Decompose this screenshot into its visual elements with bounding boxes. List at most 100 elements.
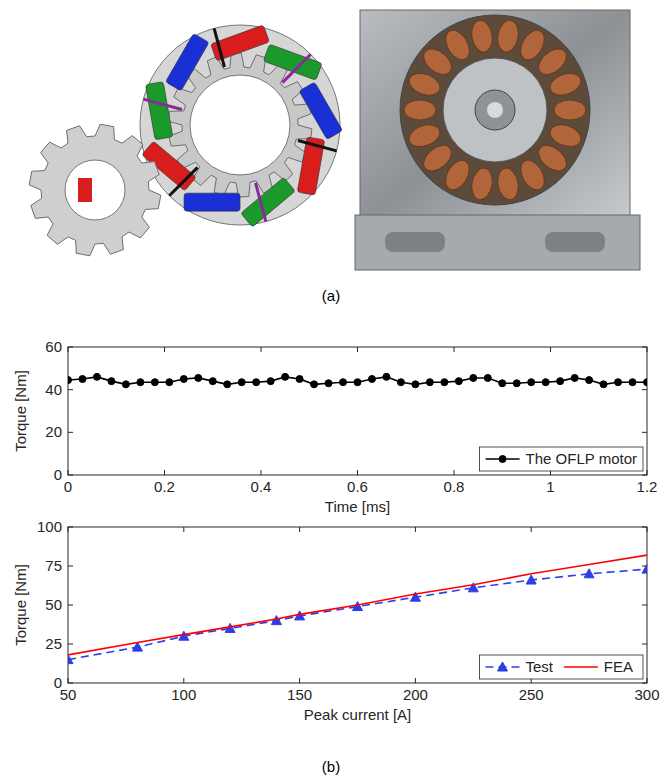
coil: [78, 178, 92, 202]
series-line: [68, 569, 647, 659]
x-tick: [261, 470, 262, 475]
figure: (a)(b)00.20.40.60.811.20204060Time [ms]T…: [0, 0, 662, 781]
data-point: [571, 374, 578, 381]
magnet: [143, 99, 182, 109]
data-point: [238, 379, 245, 386]
x-tick: [550, 347, 551, 352]
rotor-disc: [443, 58, 547, 162]
data-point: [282, 373, 289, 380]
chart: 00.20.40.60.811.20204060Time [ms]Torque …: [12, 338, 657, 515]
winding: [469, 19, 494, 54]
chart: 501001502002503000255075100Peak current …: [12, 518, 660, 723]
legend-label: The OFLP motor: [526, 450, 637, 467]
y-tick-label: 0: [54, 466, 62, 483]
x-tick: [357, 470, 358, 475]
winding: [441, 26, 474, 64]
data-point: [166, 379, 173, 386]
y-tick: [642, 389, 647, 390]
data-point: [93, 373, 100, 380]
data-point: [368, 376, 375, 383]
winding: [495, 19, 520, 54]
y-tick: [68, 605, 73, 606]
x-axis-title: Peak current [A]: [304, 706, 412, 723]
x-tick: [164, 470, 165, 475]
x-tick: [299, 678, 300, 683]
x-tick: [183, 678, 184, 683]
data-point: [642, 564, 647, 573]
winding: [406, 69, 443, 99]
x-tick: [454, 347, 455, 352]
y-tick: [68, 644, 73, 645]
data-point: [586, 377, 593, 384]
data-point: [383, 373, 390, 380]
data-point: [441, 379, 448, 386]
y-tick-label: 0: [54, 674, 62, 691]
magnet: [256, 183, 266, 222]
y-tick-label: 60: [45, 338, 62, 355]
x-tick-label: 0.8: [444, 478, 465, 495]
y-tick: [642, 644, 647, 645]
data-point: [108, 378, 115, 385]
data-group: [68, 555, 647, 664]
coil: [241, 177, 295, 227]
y-tick-label: 75: [45, 557, 62, 574]
rotor-bore: [65, 160, 125, 220]
motor-illustration: [29, 25, 342, 256]
legend-box: [479, 655, 643, 679]
data-point: [68, 655, 73, 664]
x-tick-label: 1.2: [637, 478, 658, 495]
y-tick-label: 25: [45, 635, 62, 652]
data-point: [151, 379, 158, 386]
coil: [299, 82, 343, 139]
data-point: [224, 381, 231, 388]
plot-area: [68, 527, 647, 683]
x-tick: [531, 527, 532, 532]
legend-label: FEA: [604, 658, 633, 675]
data-point: [528, 379, 535, 386]
data-point: [426, 379, 433, 386]
data-point: [340, 379, 347, 386]
x-axis-title: Time [ms]: [325, 498, 390, 515]
data-point: [267, 378, 274, 385]
data-point: [600, 381, 607, 388]
y-axis-title: Torque [Nm]: [12, 564, 29, 646]
shaft-end: [487, 102, 503, 118]
x-tick-label: 300: [634, 686, 659, 703]
data-point: [484, 374, 491, 381]
data-point: [195, 374, 202, 381]
y-tick: [68, 432, 73, 433]
y-tick-label: 100: [37, 518, 62, 535]
rotor: [29, 124, 161, 256]
y-axis-title: Torque [Nm]: [12, 370, 29, 452]
stator-bore: [190, 75, 290, 175]
data-point: [79, 376, 86, 383]
data-point: [253, 379, 260, 386]
y-tick: [642, 432, 647, 433]
data-group: [68, 373, 647, 387]
data-point: [629, 379, 636, 386]
x-tick-label: 0.4: [251, 478, 272, 495]
plot-frame: [68, 347, 647, 475]
data-point: [644, 379, 648, 386]
data-point: [615, 379, 622, 386]
x-tick-label: 0.2: [154, 478, 175, 495]
data-point: [397, 379, 404, 386]
y-tick: [642, 605, 647, 606]
y-tick: [68, 566, 73, 567]
y-tick-label: 20: [45, 423, 62, 440]
panel-label: (a): [322, 287, 340, 304]
y-tick-label: 50: [45, 596, 62, 613]
x-tick-label: 0.6: [347, 478, 368, 495]
panel-label: (b): [322, 758, 340, 775]
y-tick: [68, 389, 73, 390]
winding: [554, 100, 586, 120]
legend: The OFLP motor: [480, 447, 643, 471]
magnet: [298, 141, 337, 151]
data-point: [68, 377, 72, 384]
coil: [145, 82, 172, 140]
legend: TestFEA: [479, 655, 643, 679]
data-point: [180, 376, 187, 383]
x-tick: [415, 678, 416, 683]
prototype-photo: [355, 10, 640, 270]
data-point: [542, 379, 549, 386]
